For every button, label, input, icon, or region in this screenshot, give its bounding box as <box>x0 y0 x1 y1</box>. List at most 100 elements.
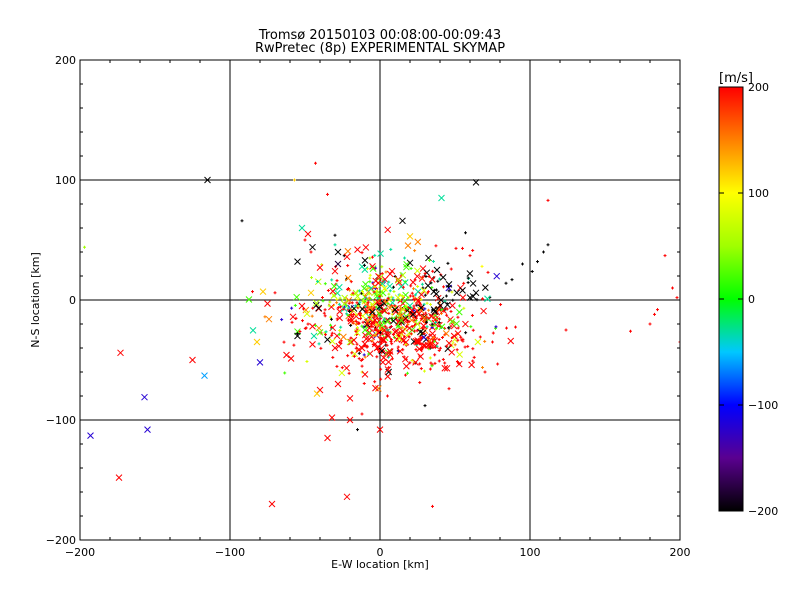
data-point-small <box>240 219 244 223</box>
data-point-small <box>362 344 366 348</box>
data-point-small <box>404 342 408 346</box>
chart-title: Tromsø 20150103 00:08:00-00:09:43 <box>258 28 501 43</box>
data-point-small <box>303 238 307 242</box>
data-point-small <box>329 323 333 327</box>
data-point-small <box>546 198 550 202</box>
data-point-large <box>403 263 410 271</box>
data-point-small <box>337 333 341 337</box>
data-point-large <box>361 257 369 264</box>
data-point-large <box>330 282 338 290</box>
data-point-large <box>442 330 450 337</box>
data-point-small <box>401 285 405 289</box>
data-point-large <box>384 318 391 325</box>
data-point-small <box>389 339 393 343</box>
data-point-small <box>424 320 428 324</box>
data-point-small <box>423 404 427 408</box>
data-point-large <box>453 289 461 297</box>
data-point-small <box>310 314 314 318</box>
data-point-large <box>381 307 389 315</box>
data-point-small <box>414 316 418 320</box>
data-point-small <box>389 247 393 251</box>
data-point-small <box>464 231 467 235</box>
data-point-small <box>449 309 453 313</box>
data-point-small <box>376 296 380 300</box>
data-point-small <box>333 243 337 247</box>
data-point-small <box>355 342 359 346</box>
data-point-small <box>472 355 476 359</box>
data-point-small <box>455 348 459 352</box>
data-point-small <box>324 330 328 334</box>
data-point-large <box>394 276 402 284</box>
data-point-large <box>265 315 273 323</box>
data-point-large <box>366 324 373 332</box>
data-point-large <box>376 290 384 298</box>
data-point-small <box>449 324 453 328</box>
data-point-small <box>461 339 465 343</box>
data-point-small <box>418 362 422 366</box>
x-tick-label: −200 <box>65 546 95 559</box>
data-point-large <box>334 260 342 268</box>
data-point-small <box>451 298 455 302</box>
data-point-large <box>334 289 341 297</box>
data-point-large <box>309 341 316 348</box>
data-point-small <box>430 364 434 368</box>
data-point-small <box>354 330 358 334</box>
data-point-large <box>468 361 475 369</box>
data-point-large <box>289 313 297 321</box>
x-tick-label: 0 <box>377 546 384 559</box>
data-point-small <box>422 332 426 336</box>
data-point-small <box>410 358 414 362</box>
data-point-small <box>367 352 371 356</box>
data-point-small <box>347 301 351 305</box>
data-point-large <box>481 284 489 292</box>
data-point-large <box>386 282 394 290</box>
data-point-small <box>412 304 416 308</box>
data-point-small <box>648 322 652 326</box>
data-point-small <box>428 341 432 345</box>
data-point-large <box>484 295 491 303</box>
data-point-small <box>367 296 371 300</box>
data-point-large <box>399 327 406 335</box>
data-point-large <box>347 315 355 323</box>
colorbar-tick-label: −100 <box>748 399 778 412</box>
data-point-small <box>389 298 393 302</box>
data-point-small <box>382 308 386 312</box>
data-point-large <box>415 338 423 346</box>
data-point-small <box>339 325 343 329</box>
data-points <box>83 161 680 508</box>
data-point-small <box>407 319 411 323</box>
data-point-large <box>386 304 394 312</box>
data-point-large <box>375 273 382 280</box>
data-point-small <box>447 289 451 293</box>
data-point-small <box>438 346 442 350</box>
data-point-small <box>335 301 339 305</box>
data-point-small <box>391 285 395 289</box>
data-point-small <box>351 291 355 295</box>
data-point-small <box>273 291 277 295</box>
data-point-large <box>340 333 347 341</box>
data-point-small <box>383 324 387 328</box>
data-point-small <box>438 277 442 281</box>
data-point-large <box>466 270 474 277</box>
data-point-small <box>306 322 310 326</box>
data-point-small <box>323 282 327 286</box>
data-point-large <box>459 294 467 302</box>
data-point-small <box>330 331 334 335</box>
data-point-small <box>388 289 392 293</box>
data-point-small <box>336 306 340 310</box>
data-point-large <box>414 267 421 275</box>
data-point-large <box>428 312 435 320</box>
data-point-small <box>406 323 410 327</box>
data-point-small <box>317 342 321 346</box>
data-point-large <box>350 336 358 344</box>
data-point-large <box>313 390 321 397</box>
data-point-large <box>493 272 501 280</box>
data-point-small <box>330 278 334 282</box>
data-point-large <box>324 434 331 442</box>
data-point-small <box>326 288 330 292</box>
data-point-small <box>486 270 490 274</box>
data-point-small <box>354 322 358 326</box>
data-point-small <box>480 264 484 268</box>
data-point-large <box>316 264 324 271</box>
